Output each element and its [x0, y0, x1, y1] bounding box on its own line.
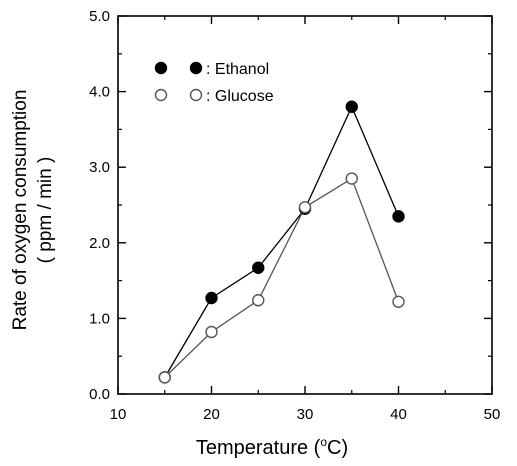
series-points	[158, 100, 405, 384]
legend-glucose-marker	[154, 88, 168, 102]
legend-ethanol-label: : Ethanol	[206, 61, 269, 78]
y-axis-label: Rate of oxygen consumption	[10, 90, 31, 331]
axis-ticks: 10 20 30 40 50 0.0 1.0 2.0 3.0 4.0 5.0	[89, 8, 500, 423]
legend-glucose-marker	[189, 88, 203, 102]
x-tick-label: 30	[297, 406, 314, 423]
glucose-point	[158, 371, 171, 384]
y-tick-label: 0.0	[89, 386, 110, 403]
glucose-point	[252, 294, 265, 307]
y-tick-label: 4.0	[89, 84, 110, 101]
ethanol-point	[392, 210, 405, 223]
glucose-point	[298, 201, 312, 214]
y-tick-label: 2.0	[89, 235, 110, 252]
x-tick-label: 40	[390, 406, 407, 423]
ethanol-line	[164, 105, 400, 378]
ethanol-point	[252, 261, 265, 274]
glucose-point	[345, 172, 358, 185]
glucose-line	[164, 177, 400, 378]
glucose-point	[392, 295, 405, 308]
legend-ethanol-marker	[154, 61, 168, 75]
series-lines	[164, 105, 400, 378]
legend-glucose-label: : Glucose	[206, 88, 274, 105]
y-tick-label: 5.0	[89, 8, 110, 25]
y-tick-label: 1.0	[89, 310, 110, 327]
legend: : Ethanol : Glucose	[154, 61, 274, 105]
glucose-point	[205, 325, 218, 339]
ethanol-point	[205, 291, 218, 305]
ethanol-point	[345, 100, 358, 113]
x-tick-label: 20	[203, 406, 220, 423]
y-tick-label: 3.0	[89, 159, 110, 176]
x-tick-label: 10	[110, 406, 127, 423]
x-tick-label: 50	[484, 406, 501, 423]
legend-ethanol-marker	[189, 61, 203, 75]
x-axis-label: Temperature (oC)	[196, 435, 348, 459]
y-axis-unit-label: ( ppm / min )	[35, 157, 56, 264]
